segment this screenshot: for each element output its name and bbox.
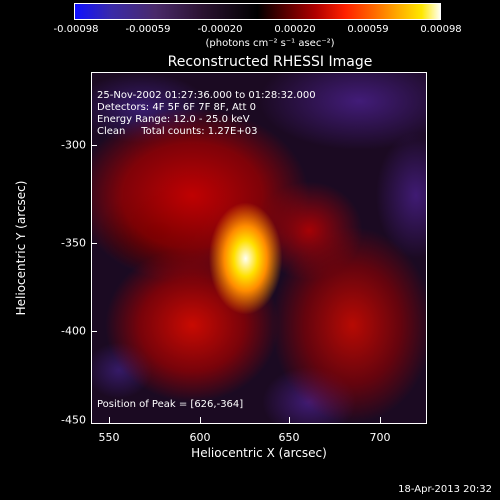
x-tick: [200, 417, 201, 423]
y-tick-label: -450: [61, 413, 86, 427]
y-tick: [91, 243, 97, 244]
colorbar-tick-label: 0.00098: [420, 24, 462, 35]
colorbar: [74, 3, 441, 20]
x-tick: [289, 417, 290, 423]
y-tick-label: -350: [61, 236, 86, 250]
y-tick-label: -300: [61, 138, 86, 152]
colorbar-tick-label: 0.00059: [347, 24, 389, 35]
rhessi-image-panel: 25-Nov-2002 01:27:36.000 to 01:28:32.000…: [91, 72, 427, 424]
peak-position: Position of Peak = [626,-364]: [97, 399, 244, 410]
x-axis-label: Heliocentric X (arcsec): [191, 446, 327, 460]
y-axis-label: Heliocentric Y (arcsec): [14, 180, 28, 316]
info-detectors: Detectors: 4F 5F 6F 7F 8F, Att 0: [97, 102, 257, 113]
colorbar-tick-label: -0.00020: [197, 24, 243, 35]
x-tick-label: 600: [189, 431, 211, 444]
y-tick-label: -400: [61, 324, 86, 338]
x-tick-label: 700: [369, 431, 391, 444]
x-tick-label: 550: [98, 431, 120, 444]
colorbar-tick-label: -0.00059: [125, 24, 171, 35]
info-energy-range: Energy Range: 12.0 - 25.0 keV: [97, 114, 250, 125]
colorbar-unit: (photons cm⁻² s⁻¹ asec⁻²): [205, 38, 335, 49]
x-tick: [109, 417, 110, 423]
colorbar-tick-label: -0.00098: [53, 24, 99, 35]
plot-timestamp: 18-Apr-2013 20:32: [398, 484, 492, 495]
colorbar-tick-label: 0.00020: [274, 24, 316, 35]
y-tick: [91, 145, 97, 146]
x-tick-label: 650: [278, 431, 300, 444]
x-tick: [380, 417, 381, 423]
info-time-range: 25-Nov-2002 01:27:36.000 to 01:28:32.000: [97, 90, 316, 101]
y-tick: [91, 331, 97, 332]
info-total-counts: Clean Total counts: 1.27E+03: [97, 126, 258, 137]
image-title: Reconstructed RHESSI Image: [167, 54, 373, 70]
